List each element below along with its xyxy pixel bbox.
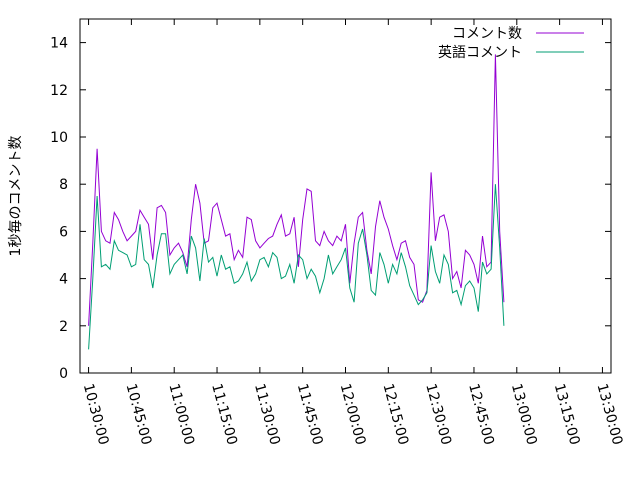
x-tick-label: 10:45:00	[123, 382, 155, 447]
plot-frame	[79, 18, 612, 374]
y-axis-ticks: 0 2 4 6 8 10 12 14	[50, 36, 611, 382]
x-tick-label: 11:30:00	[251, 382, 283, 447]
x-tick-label: 13:30:00	[594, 382, 626, 447]
y-tick-label: 10	[50, 130, 68, 146]
y-tick-label: 4	[59, 272, 68, 288]
y-axis-label: 1秒毎のコメント数	[8, 136, 24, 257]
x-tick-label: 12:45:00	[465, 382, 497, 447]
y-tick-label: 8	[59, 177, 68, 193]
x-tick-label: 11:15:00	[208, 382, 240, 447]
x-tick-label: 11:45:00	[294, 382, 326, 447]
x-tick-label: 13:00:00	[508, 382, 540, 447]
x-tick-label: 13:15:00	[551, 382, 583, 447]
x-axis-ticks: 10:30:00 10:45:00 11:00:00 11:15:00 11:30:00…	[80, 19, 626, 447]
x-tick-label: 12:00:00	[337, 382, 369, 447]
series-line-0	[88, 54, 505, 326]
x-tick-label: 11:00:00	[165, 382, 197, 447]
y-tick-label: 6	[59, 224, 68, 240]
y-tick-label: 2	[59, 319, 68, 335]
y-tick-label: 12	[50, 83, 68, 99]
series-line-1	[88, 184, 505, 350]
x-tick-label: 10:30:00	[80, 382, 112, 447]
x-tick-label: 12:30:00	[422, 382, 454, 447]
legend-label: 英語コメント	[438, 44, 522, 61]
x-tick-label: 12:15:00	[379, 382, 411, 447]
y-tick-label: 0	[59, 366, 68, 382]
series-layer	[88, 54, 505, 350]
y-tick-label: 14	[50, 36, 68, 52]
legend-label: コメント数	[452, 26, 522, 42]
